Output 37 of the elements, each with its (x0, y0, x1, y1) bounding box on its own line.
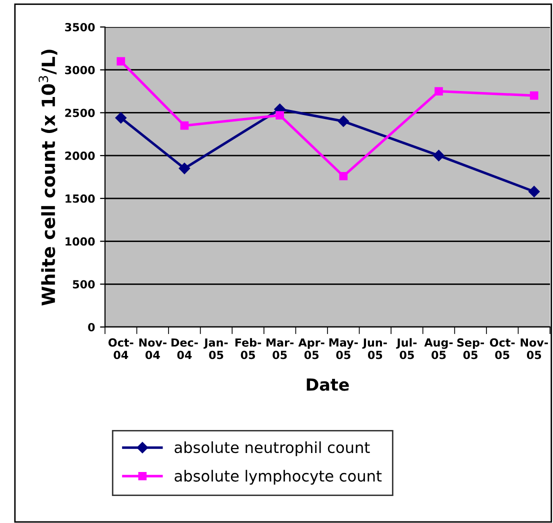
x-tick-label: Jul- 05 (396, 338, 417, 360)
legend-label: absolute lymphocyte count (174, 470, 382, 485)
point (178, 162, 190, 174)
y-tick-label: 2000 (65, 152, 95, 160)
x-tick-label: Nov- 04 (139, 338, 166, 360)
x-tick-label: Jan- 05 (204, 338, 228, 360)
point (530, 91, 538, 100)
x-tick-label: Jun- 05 (362, 338, 387, 360)
point (434, 87, 443, 96)
x-tick-label: Apr- 05 (298, 338, 324, 360)
y-tick-label: 1000 (66, 237, 95, 246)
y-tick-label: 0 (88, 322, 95, 332)
x-tick-label: Mar- 05 (266, 338, 294, 360)
x-tick-label: Feb- 05 (235, 338, 262, 360)
x-tick-label: Oct- 05 (490, 338, 515, 360)
legend-label: absolute neutrophil count (174, 441, 370, 456)
x-tick-label: May- 05 (329, 338, 358, 360)
point (528, 186, 540, 198)
point (115, 112, 126, 124)
point (339, 172, 348, 180)
point (116, 57, 126, 66)
x-tick-label: Nov- 05 (520, 338, 548, 360)
x-tick-label: Oct- 04 (108, 338, 134, 360)
y-axis-title: White cell count (x 10$^{3}$/L) (38, 50, 58, 306)
point (433, 150, 444, 162)
y-tick-label: 1500 (66, 194, 95, 203)
y-tick-label: 3000 (65, 66, 95, 74)
x-axis-title: Date (306, 378, 349, 391)
y-tick-label: 3500 (65, 22, 95, 32)
x-tick-label: Dec- 04 (172, 338, 198, 360)
y-tick-label: 2500 (65, 108, 95, 118)
y-tick-label: 500 (72, 280, 95, 289)
point (180, 121, 189, 130)
point (276, 111, 284, 120)
x-tick-label: Aug- 05 (424, 338, 453, 360)
x-tick-label: Sep- 05 (457, 338, 484, 360)
point (338, 116, 349, 127)
